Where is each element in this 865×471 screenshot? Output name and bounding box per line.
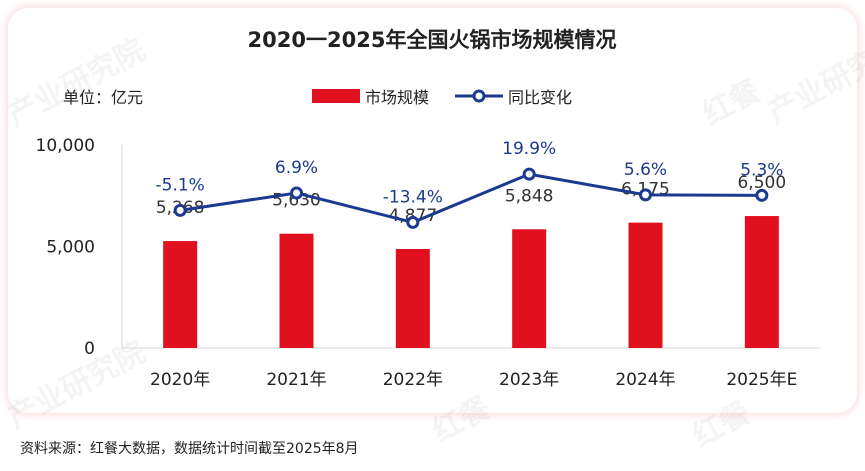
x-tick-label: 2022年 — [383, 370, 443, 390]
x-tick-label: 2025年E — [726, 370, 797, 390]
bar-2023年 — [512, 229, 547, 348]
x-tick-label: 2021年 — [266, 370, 326, 390]
growth-value-label: 6.9% — [275, 158, 318, 178]
legend-bar-label: 市场规模 — [365, 88, 429, 107]
growth-point — [173, 203, 187, 217]
bar-value-label: 5,848 — [505, 186, 554, 206]
bar-2024年 — [628, 222, 663, 348]
bar-2025年E — [744, 216, 779, 348]
growth-line — [179, 172, 762, 225]
chart-card — [8, 8, 857, 413]
bar-2021年 — [279, 233, 314, 348]
legend-line-marker — [472, 89, 486, 103]
legend-bar-swatch — [312, 89, 360, 103]
chart-title: 2020一2025年全国火锅市场规模情况 — [248, 28, 617, 52]
growth-value-label: -13.4% — [383, 187, 443, 207]
growth-value-label: -5.1% — [156, 175, 205, 195]
growth-value-label: 5.6% — [624, 160, 667, 180]
growth-value-label: 5.3% — [740, 160, 783, 180]
x-tick-label: 2024年 — [615, 370, 675, 390]
x-tick-label: 2023年 — [499, 370, 559, 390]
y-tick-label: 0 — [84, 339, 95, 359]
y-tick-label: 10,000 — [36, 136, 95, 156]
unit-label: 单位：亿元 — [63, 88, 143, 107]
growth-point — [639, 188, 652, 202]
growth-point — [290, 186, 303, 200]
bar-value-label: 6,500 — [737, 173, 786, 193]
legend-line-label: 同比变化 — [508, 88, 572, 107]
bar-2022年 — [395, 248, 430, 348]
growth-point — [755, 188, 769, 202]
x-tick-label: 2020年 — [150, 370, 210, 390]
bar-2020年 — [163, 241, 198, 348]
source-note: 资料来源：红餐大数据，数据统计时间截至2025年8月 — [20, 441, 359, 457]
growth-point — [406, 215, 420, 229]
growth-value-label: 19.9% — [502, 139, 556, 159]
growth-point — [522, 167, 536, 181]
y-tick-label: 5,000 — [46, 238, 95, 258]
